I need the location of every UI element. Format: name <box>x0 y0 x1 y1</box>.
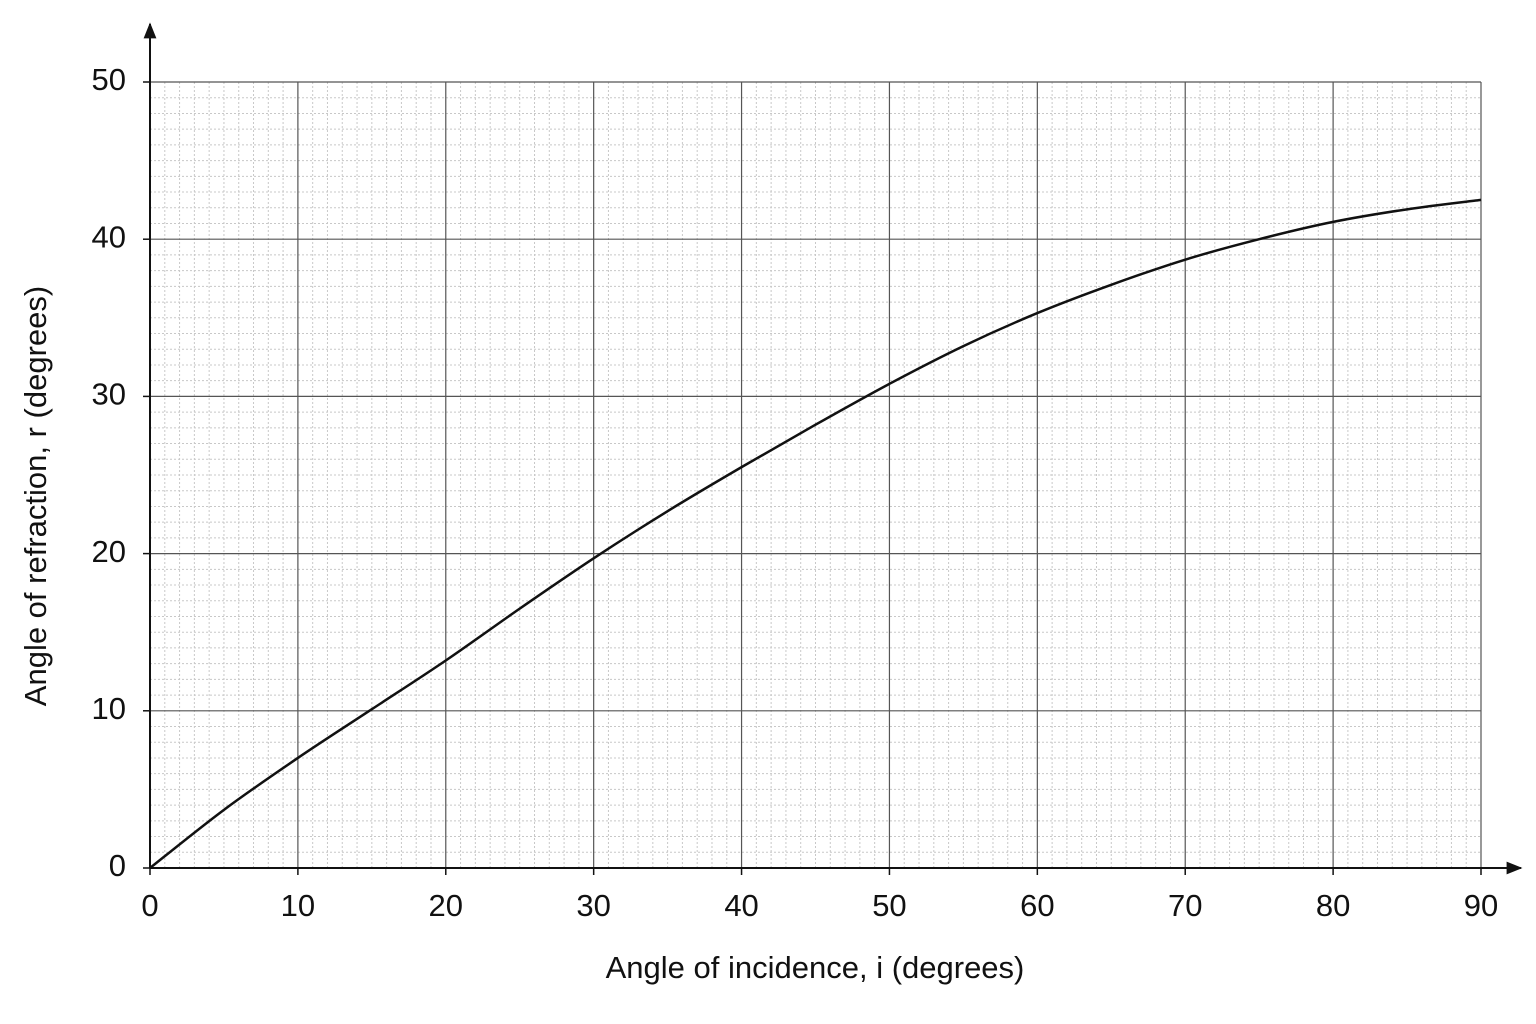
x-tick-label: 10 <box>281 888 315 923</box>
y-tick-label: 10 <box>92 691 126 726</box>
x-tick-label: 90 <box>1464 888 1498 923</box>
curve <box>149 198 1482 869</box>
y-tick-label: 20 <box>92 534 126 569</box>
y-tick-label: 40 <box>92 219 126 254</box>
y-tick-label: 0 <box>109 848 126 883</box>
x-tick-label: 30 <box>576 888 610 923</box>
x-tick-label: 50 <box>872 888 906 923</box>
x-axis-label: Angle of incidence, i (degrees) <box>606 950 1025 985</box>
y-tick-label: 30 <box>92 377 126 412</box>
y-axis-label: Angle of refraction, r (degrees) <box>18 286 53 706</box>
x-tick-label: 60 <box>1020 888 1054 923</box>
minor-grid <box>150 82 1481 868</box>
x-tick-label: 70 <box>1168 888 1202 923</box>
x-tick-label: 40 <box>724 888 758 923</box>
x-tick-label: 20 <box>429 888 463 923</box>
x-tick-label: 0 <box>141 888 158 923</box>
y-tick-label: 50 <box>92 62 126 97</box>
x-tick-label: 80 <box>1316 888 1350 923</box>
